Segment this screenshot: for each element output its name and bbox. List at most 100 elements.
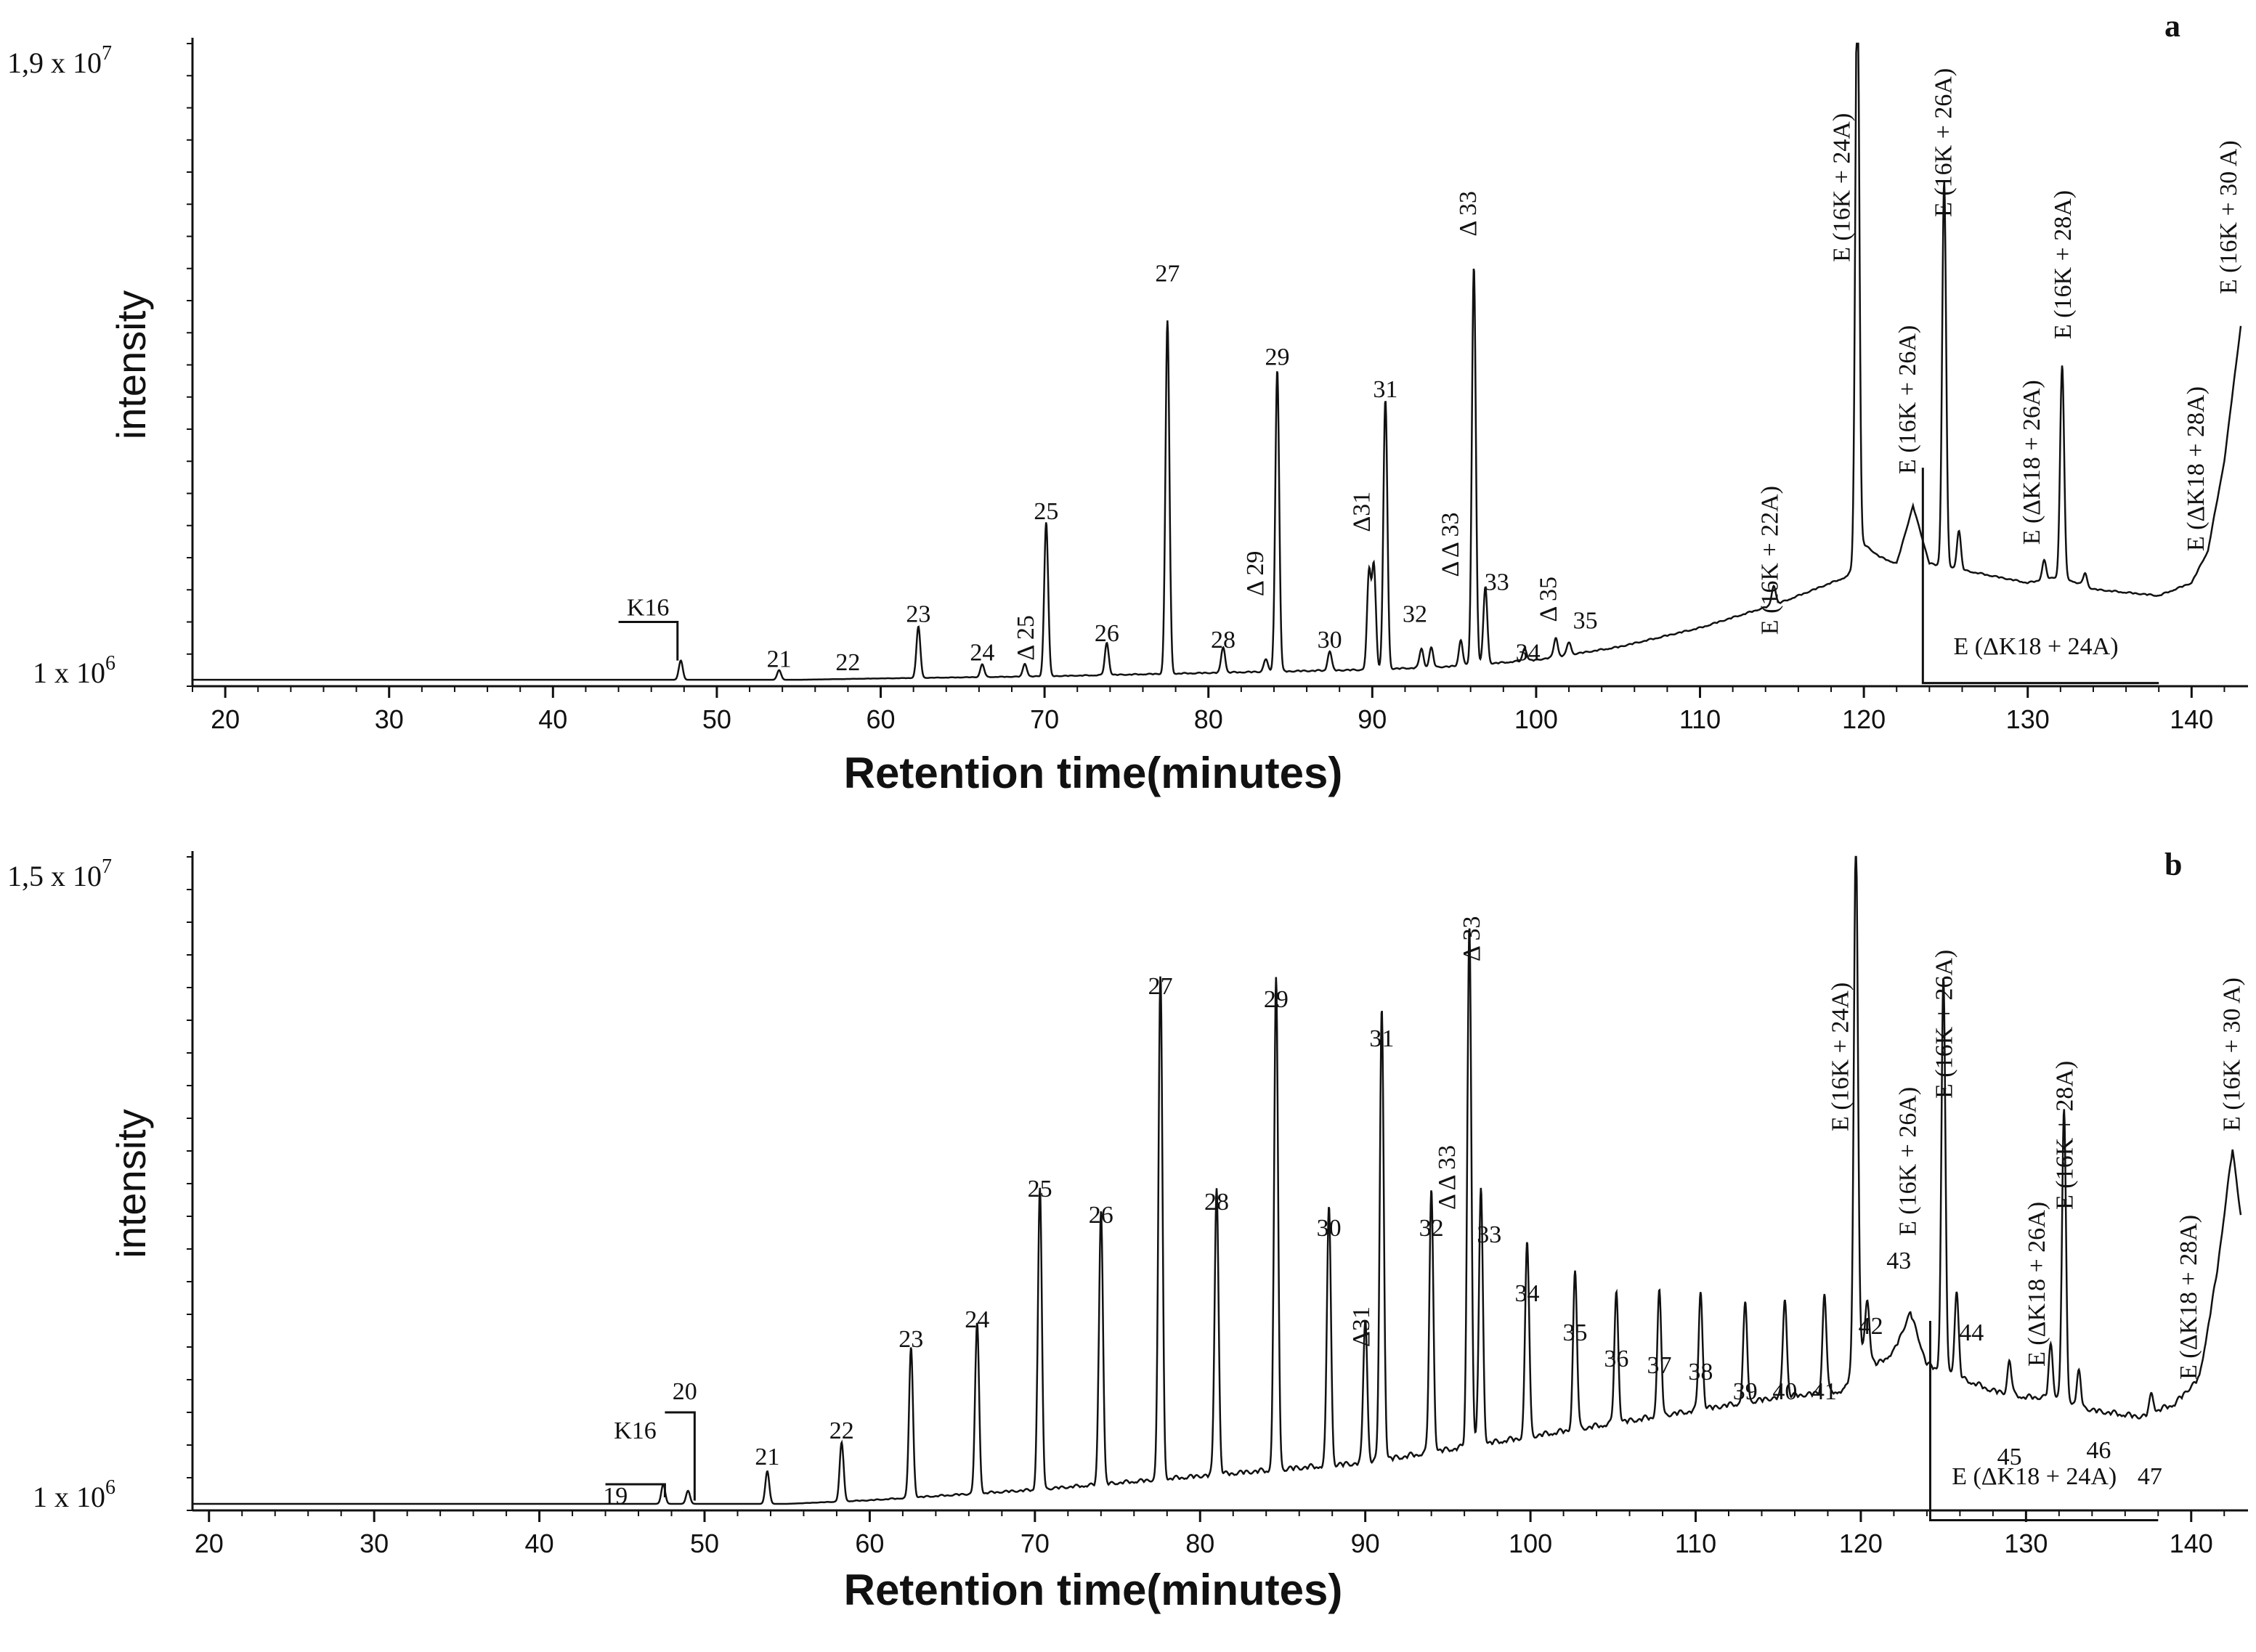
x-axis-title: Retention time(minutes) [844, 749, 1343, 797]
x-tick-label: 120 [1839, 1529, 1883, 1558]
y-top-value-label: 1,5 x 107 [7, 855, 112, 892]
peak-label: 44 [1959, 1319, 1984, 1346]
k16-bracket [618, 621, 679, 661]
y-bottom-value-base: 1 x 10 [33, 656, 105, 689]
peak-label: 28 [1204, 1189, 1229, 1216]
peak-label: 33 [1485, 569, 1509, 595]
peak-label: E (16K + 28A) [2052, 1061, 2079, 1210]
panel-letter: b [2164, 847, 2182, 882]
peak-label: 34 [1516, 640, 1541, 667]
peak-label: Δ 29 [1242, 551, 1269, 597]
panel-letter: a [2164, 8, 2180, 44]
peak-label: 43 [1886, 1248, 1911, 1274]
y-axis-title: intensity [108, 290, 154, 439]
y-bottom-value-base: 1 x 10 [33, 1481, 105, 1513]
peak-label: 47 [2138, 1463, 2162, 1490]
y-top-value-exponent: 7 [102, 855, 112, 878]
peak-label: 36 [1604, 1346, 1628, 1372]
peak-label: E (ΔK18 + 24A) [1952, 1463, 2117, 1490]
peak-label: 41 [1812, 1378, 1837, 1405]
peak-label: E (ΔK18 + 24A) [1953, 633, 2118, 660]
y-top-value-exponent: 7 [102, 42, 112, 65]
peak-label: E (ΔK18 + 28A) [2175, 1215, 2202, 1380]
x-tick-label: 60 [855, 1529, 884, 1558]
x-tick-label: 120 [1842, 704, 1886, 734]
peak-label: K16 [627, 595, 670, 622]
peak-label: E (16K + 30 A) [2218, 977, 2245, 1131]
peak-label: 19 [603, 1483, 628, 1510]
peak-label: 26 [1095, 620, 1119, 647]
dk18-24a-bracket [1921, 468, 2159, 685]
x-tick-label: 130 [2004, 1529, 2048, 1558]
chromatogram-trace [192, 42, 2242, 681]
x-tick-label: 40 [538, 704, 567, 734]
peak-label: 34 [1515, 1280, 1540, 1307]
peak-label: E (16K + 22A) [1756, 486, 1783, 635]
peak-label: E (ΔK18 + 26A) [2018, 380, 2045, 545]
peak-label: E (ΔK18 + 28A) [2183, 386, 2210, 551]
x-tick-label: 110 [1679, 704, 1721, 734]
peak-label: 38 [1688, 1359, 1713, 1386]
x-tick-label: 90 [1351, 1529, 1380, 1558]
x-tick-label: 130 [2006, 704, 2050, 734]
peak-label: 22 [835, 649, 860, 676]
peak-label: 37 [1647, 1352, 1671, 1379]
peak-label: E (16K + 26A) [1895, 1087, 1922, 1236]
x-tick-label: 80 [1185, 1529, 1214, 1558]
x-tick-label: 20 [211, 704, 240, 734]
peak-label: 29 [1265, 344, 1289, 371]
peak-label: 27 [1155, 260, 1180, 287]
chart-panel-a: 20 30 40 50 60 70 80 90 100 110 120 130 140 Retention… [7, 8, 2248, 797]
peak-label: 24 [970, 640, 994, 667]
x-tick-label: 40 [525, 1529, 554, 1558]
y-bottom-value-label: 1 x 106 [33, 652, 115, 689]
chromatogram-trace [192, 855, 2242, 1505]
x-tick-label: 20 [195, 1529, 224, 1558]
k16-bracket [605, 1483, 666, 1497]
peak-label: 32 [1403, 601, 1427, 628]
chart-panel-b: 20 30 40 50 60 70 80 90 100 110 120 130 140 Retention… [7, 847, 2248, 1614]
peak-label: Δ 33 [1458, 916, 1485, 962]
peak-label: 39 [1733, 1378, 1758, 1405]
peak-label: Δ Δ 33 [1437, 512, 1464, 577]
peak-label: 46 [2086, 1437, 2111, 1464]
y-top-value-base: 1,9 x 10 [7, 46, 102, 79]
peak-label: E (ΔK18 + 26A) [2024, 1202, 2050, 1367]
y-bottom-value-exponent: 6 [105, 1476, 115, 1499]
peak-label: 27 [1148, 973, 1173, 1000]
dk18-24a-bracket [1928, 1321, 2159, 1521]
y-top-value-label: 1,9 x 107 [7, 42, 112, 79]
x-tick-label: 100 [1509, 1529, 1552, 1558]
x-tick-label: 90 [1358, 704, 1387, 734]
peak-label: 24 [965, 1306, 989, 1333]
peak-label: E (16K + 24A) [1829, 113, 1856, 262]
peak-label: Δ Δ 33 [1434, 1145, 1461, 1210]
x-tick-label: 110 [1675, 1529, 1716, 1558]
peak-label: Δ31 [1349, 492, 1376, 532]
peak-label: 25 [1034, 498, 1058, 525]
peak-label: 23 [906, 601, 930, 628]
x-tick-label: 50 [690, 1529, 719, 1558]
peak-label: 20 [673, 1378, 697, 1405]
peak-label: E (16K + 28A) [2050, 190, 2077, 339]
peak-label: E (16K + 30 A) [2215, 140, 2242, 294]
peak-label: 30 [1318, 627, 1342, 654]
x-tick-label: 100 [1514, 704, 1558, 734]
peak20-bracket [665, 1411, 696, 1501]
x-tick-label: 80 [1194, 704, 1223, 734]
y-axis-title: intensity [108, 1109, 154, 1258]
x-tick-label: 140 [2170, 704, 2213, 734]
x-tick-label: 50 [702, 704, 731, 734]
x-tick-label: 70 [1021, 1529, 1050, 1558]
peak-label: 32 [1419, 1215, 1444, 1242]
y-top-value-base: 1,5 x 10 [7, 860, 102, 892]
x-tick-label: 30 [375, 704, 404, 734]
peak-label: 31 [1373, 376, 1397, 403]
peak-label: 35 [1563, 1319, 1588, 1346]
x-tick-label: 30 [360, 1529, 389, 1558]
peak-label: 22 [829, 1417, 854, 1444]
peak-label: 30 [1317, 1215, 1342, 1242]
y-bottom-value-exponent: 6 [105, 652, 115, 675]
peak-label: 40 [1772, 1378, 1797, 1405]
